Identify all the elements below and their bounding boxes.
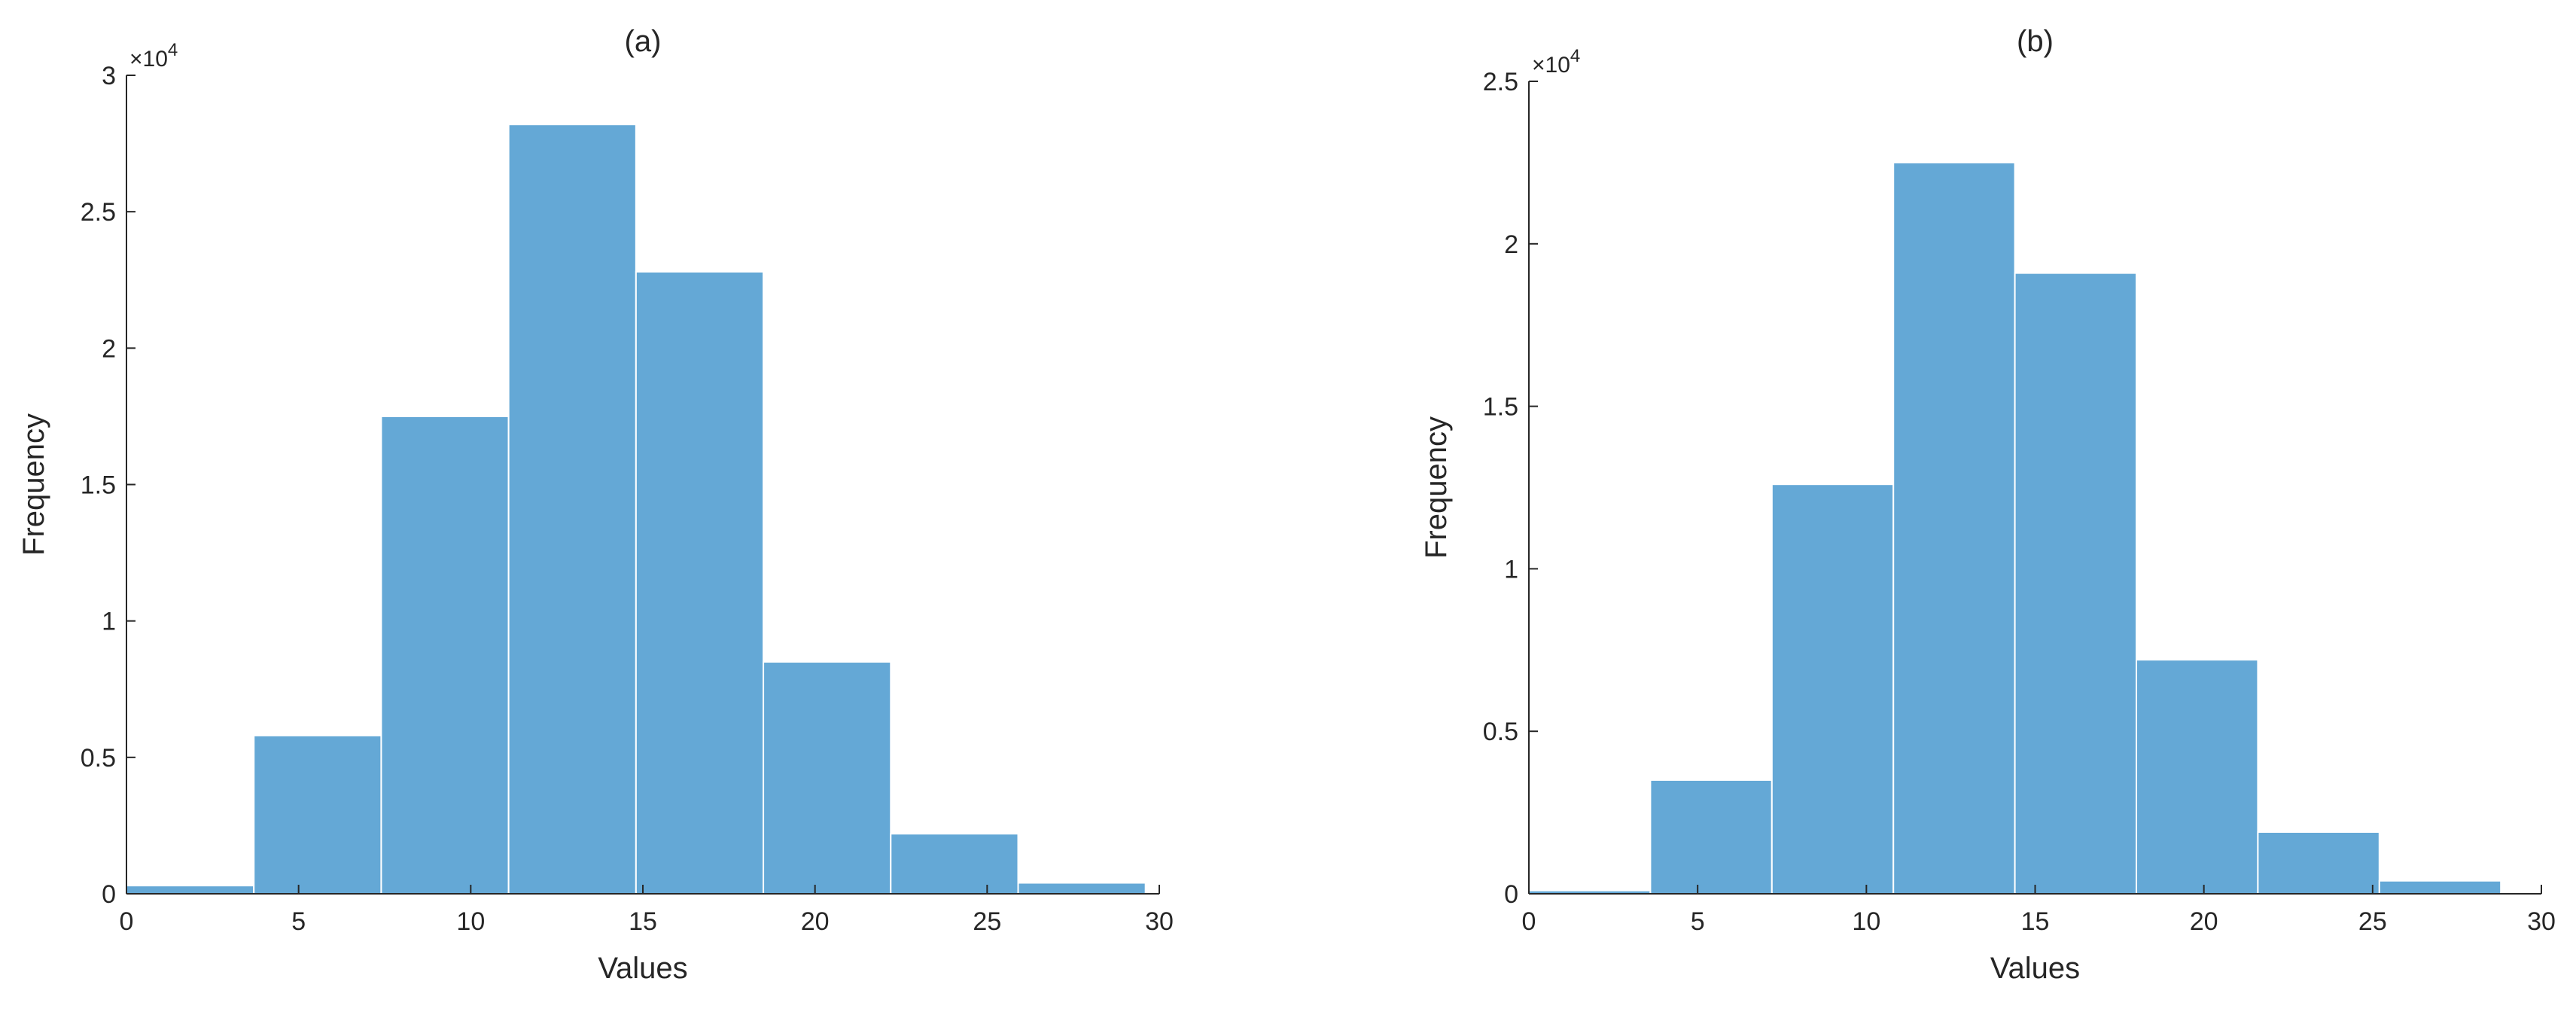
histogram-bar [635,270,765,895]
histogram-panel-a: 0 5 10 15 20 25 30 0 0.5 1 1.5 2 2.5 3 ×104 (a) Values Fr… [17,25,1174,985]
panel-title: (b) [2017,25,2054,58]
histogram-bar [126,885,255,895]
histogram-bar [2014,272,2138,895]
y-tick-label: 1.5 [1483,393,1518,422]
panel-title: (a) [625,25,662,58]
y-multiplier-label: ×104 [1532,46,1580,78]
y-axis-title: Frequency [17,413,50,556]
x-tick-label: 30 [1145,907,1174,936]
y-tick-label: 0.5 [1483,718,1518,746]
y-tick-label: 0 [1504,880,1518,909]
x-axis-title: Values [1990,952,2080,985]
histogram-bar [1649,779,1773,895]
y-tick-label: 2 [102,334,116,363]
y-tick-label: 1 [102,608,116,636]
y-tick-label: 0.5 [81,744,116,773]
histogram-bar [1892,161,2016,895]
histogram-bar [253,734,382,895]
y-multiplier-base: ×10 [129,47,168,72]
histogram-bar [2257,831,2380,895]
x-tick-label: 10 [1852,907,1880,936]
y-multiplier-exponent: 4 [1570,46,1580,66]
y-tick-label: 2 [1504,230,1518,259]
histogram-bar [1771,483,1895,895]
x-tick-label: 0 [1522,907,1536,936]
y-multiplier-label: ×104 [129,40,178,72]
histogram-bar [763,661,892,895]
x-axis-title: Values [598,952,687,985]
x-tick-label: 10 [456,907,485,936]
histogram-bar [1017,882,1146,895]
histogram-panel-b: 0 5 10 15 20 25 30 0 0.5 1 1.5 2 2.5 ×104 (b) Values Fre… [1420,25,2556,985]
x-tick-label: 5 [291,907,306,936]
x-tick-label: 25 [2358,907,2387,936]
x-tick-label: 20 [801,907,830,936]
y-tick-label: 2.5 [81,198,116,227]
y-tick-label: 1 [1504,555,1518,584]
y-multiplier-exponent: 4 [168,40,178,60]
x-tick-label: 5 [1691,907,1705,936]
x-tick-label: 15 [2021,907,2050,936]
x-tick-label: 30 [2527,907,2556,936]
x-tick-label: 15 [629,907,657,936]
y-axis-title: Frequency [1420,416,1453,559]
histogram-bar [380,415,510,895]
x-tick-label: 0 [120,907,134,936]
histogram-bar [507,123,637,895]
y-tick-label: 2.5 [1483,68,1518,96]
y-tick-label: 3 [102,62,116,90]
y-tick-label: 0 [102,880,116,909]
y-multiplier-base: ×10 [1532,53,1570,78]
histogram-bar [2378,879,2502,895]
histogram-bar [890,833,1019,895]
x-tick-label: 25 [973,907,1001,936]
y-tick-label: 1.5 [81,471,116,500]
x-tick-label: 20 [2190,907,2218,936]
histogram-bar [2136,659,2259,895]
